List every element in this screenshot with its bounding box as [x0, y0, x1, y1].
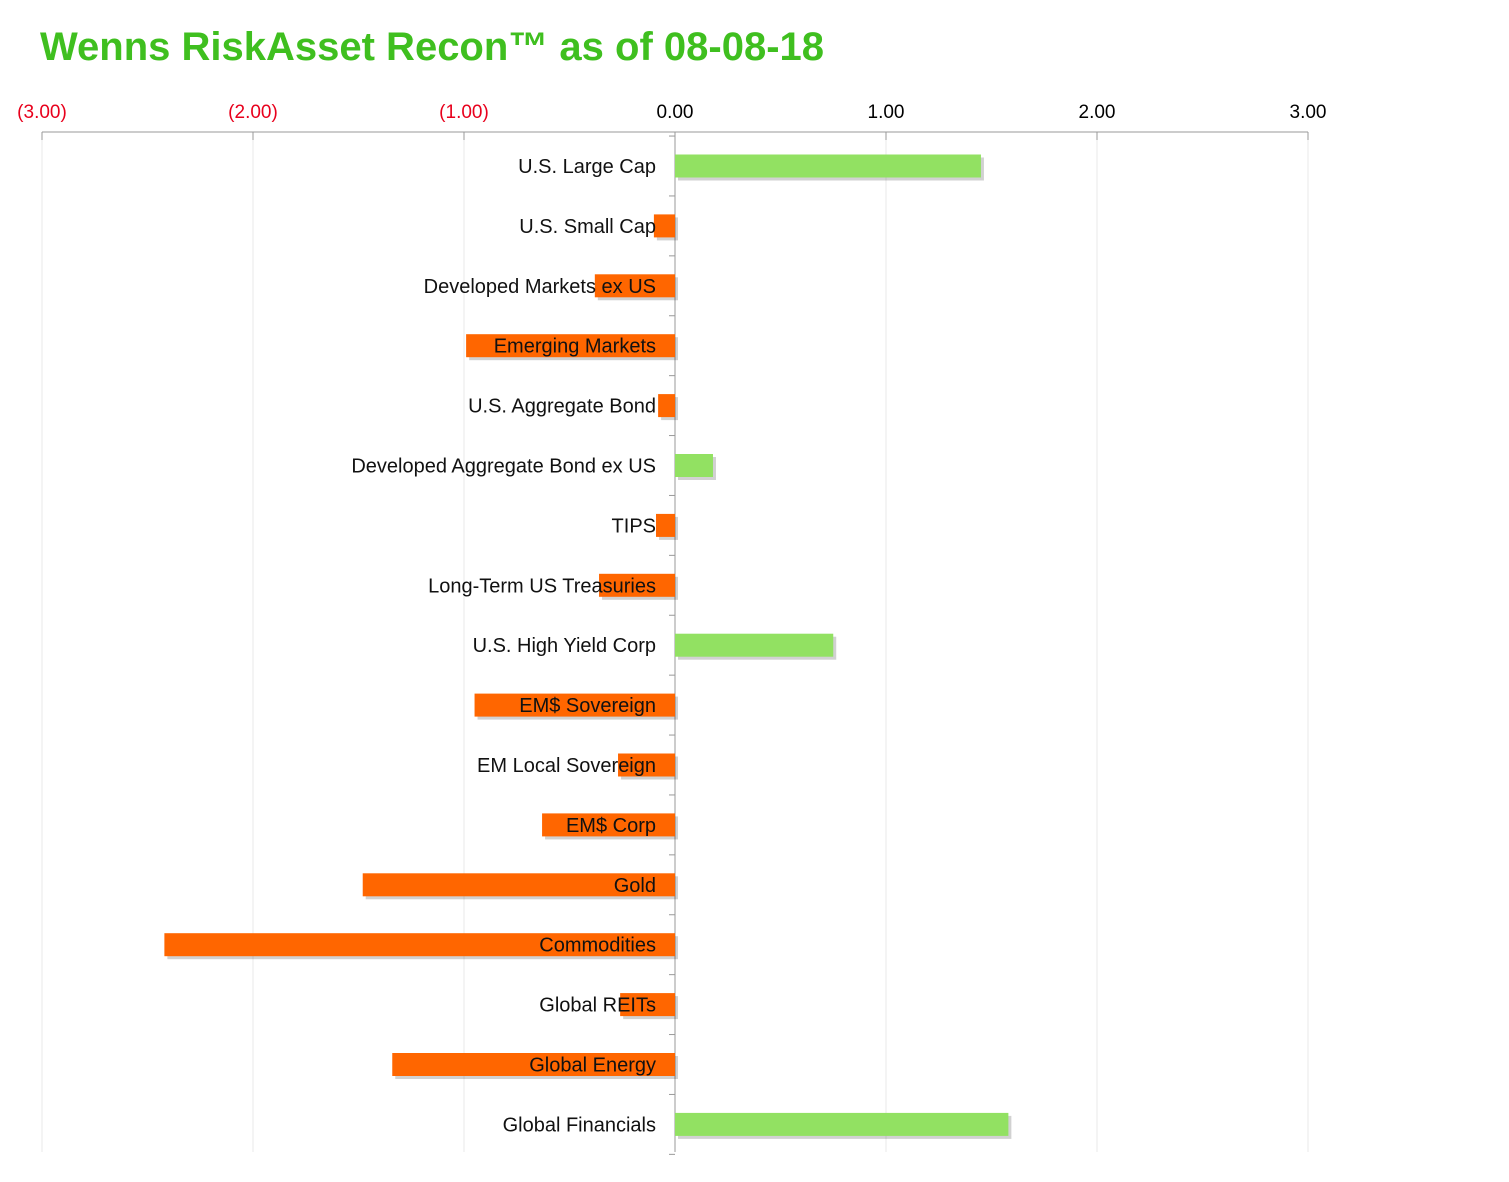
tick-label: (3.00): [17, 102, 67, 123]
tick-labels: (3.00) (2.00) (1.00) 0.00 1.00 2.00 3.00: [17, 102, 1326, 123]
category-label: U.S. Large Cap: [518, 156, 656, 178]
grid-lines: [41, 132, 1309, 1152]
tick-label: (1.00): [439, 102, 489, 123]
category-label: TIPS: [612, 515, 656, 537]
bar: [594, 274, 675, 298]
bar: [474, 693, 675, 717]
bar: [675, 1112, 1009, 1136]
bars: [164, 154, 1012, 1139]
category-label: Developed Markets ex US: [424, 276, 656, 298]
bar: [362, 873, 675, 897]
category-labels: U.S. Large Cap U.S. Small Cap Developed Ma…: [351, 156, 656, 1136]
tick-label: 2.00: [1079, 102, 1116, 123]
bar: [542, 813, 675, 837]
category-label: U.S. Small Cap: [519, 216, 656, 238]
category-label: U.S. High Yield Corp: [473, 635, 656, 657]
bar: [653, 214, 675, 238]
bar: [618, 753, 675, 777]
category-label: Developed Aggregate Bond ex US: [351, 456, 656, 478]
category-label: Long-Term US Treasuries: [428, 575, 656, 597]
bar: [675, 154, 981, 178]
tick-label: 3.00: [1290, 102, 1327, 123]
category-label: Global REITs: [539, 995, 656, 1017]
bar: [620, 993, 675, 1017]
tick-label: (2.00): [228, 102, 278, 123]
category-label: Commodities: [539, 935, 656, 957]
bar: [164, 933, 675, 957]
category-label: Global Financials: [503, 1114, 656, 1136]
category-label: U.S. Aggregate Bond: [468, 396, 656, 418]
bar: [599, 573, 675, 597]
tick-label: 0.00: [657, 102, 694, 123]
bar: [392, 1053, 675, 1076]
bar: [658, 394, 675, 418]
category-label: Global Energy: [529, 1055, 656, 1077]
category-label: EM$ Corp: [566, 815, 656, 837]
bar: [675, 633, 834, 657]
tick-label: 1.00: [868, 102, 905, 123]
bar: [675, 454, 713, 477]
category-label: EM$ Sovereign: [519, 695, 656, 717]
chart-title: Wenns RiskAsset Recon™ as of 08-08-18: [40, 25, 825, 69]
bar: [466, 334, 675, 358]
category-label: Gold: [614, 875, 656, 897]
category-label: EM Local Sovereign: [477, 755, 656, 777]
category-label: Emerging Markets: [494, 336, 656, 358]
bar: [656, 513, 675, 537]
